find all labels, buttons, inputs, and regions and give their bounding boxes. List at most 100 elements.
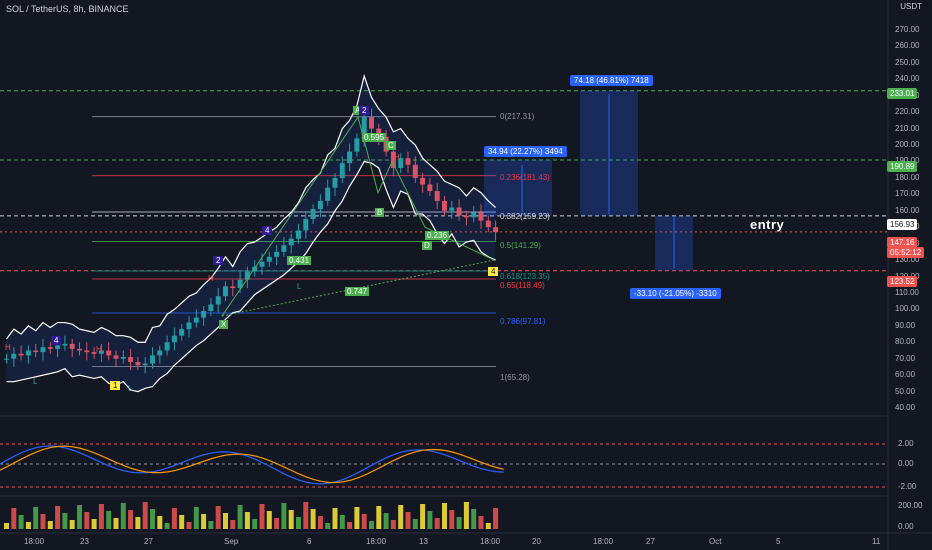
- time-tick-label: 27: [646, 537, 655, 546]
- candle-body: [493, 227, 499, 233]
- entry-annotation: entry: [750, 217, 785, 232]
- candle-body: [113, 355, 119, 359]
- volume-bar: [62, 513, 68, 529]
- volume-bar: [157, 516, 163, 529]
- candle-body: [77, 348, 82, 351]
- volume-bar: [237, 505, 243, 529]
- candle-body: [412, 164, 418, 178]
- candle-body: [266, 256, 272, 262]
- volume-bar: [296, 517, 301, 529]
- volume-bar: [113, 518, 119, 529]
- volume-bar: [55, 506, 61, 529]
- volume-bar: [128, 510, 134, 529]
- volume-bar: [288, 510, 294, 529]
- candle-body: [62, 343, 68, 346]
- volume-bar: [223, 513, 228, 529]
- volume-bar: [84, 512, 90, 529]
- candle-body: [47, 347, 53, 349]
- candle-body: [427, 184, 433, 192]
- volume-bar: [77, 505, 82, 529]
- price-tick-label: 40.00: [895, 403, 916, 412]
- time-tick-label: 18:00: [480, 537, 501, 546]
- fib-level-0618: 0.618(123.35): [500, 272, 550, 281]
- fib-level-0382: 0.382(159.23): [500, 212, 550, 221]
- candle-body: [471, 212, 477, 218]
- wave-2a-marker: 2: [213, 256, 224, 265]
- price-tick-label: 60.00: [895, 370, 916, 380]
- price-tick-label: 250.00: [895, 57, 920, 67]
- candle-body: [4, 358, 9, 360]
- swing-high-2: H: [96, 345, 102, 354]
- fib-level-065: 0.65(118.49): [500, 281, 545, 290]
- volume-bar: [310, 509, 316, 529]
- volume-bar: [442, 503, 447, 529]
- volume-bar: [47, 521, 53, 529]
- time-tick-label: 18:00: [24, 537, 45, 546]
- volume-bar: [427, 511, 433, 529]
- candle-body: [223, 286, 228, 297]
- price-tick-label: 240.00: [895, 74, 920, 84]
- volume-bar: [354, 507, 360, 529]
- long-small-label: 34.94 (22.27%) 3494: [484, 146, 567, 157]
- stop-badge: 123.52: [887, 276, 918, 287]
- volume-bar: [376, 506, 382, 529]
- candle-body: [135, 361, 141, 366]
- candle-body: [193, 317, 199, 323]
- volume-bar: [347, 522, 353, 529]
- volume-bar: [179, 515, 185, 529]
- candle-body: [201, 311, 207, 318]
- volume-bar: [259, 504, 265, 529]
- swing-high-4: H: [394, 153, 400, 162]
- point-x-label: X: [219, 320, 229, 329]
- volume-bar: [244, 512, 250, 529]
- candle-body: [150, 355, 155, 364]
- price-tick-label: 170.00: [895, 189, 920, 199]
- volume-bar: [266, 511, 272, 529]
- price-tick-label: 70.00: [895, 353, 916, 363]
- volume-bar: [325, 523, 331, 529]
- candle-body: [237, 279, 243, 289]
- volume-tick-label: 200.00: [898, 501, 923, 510]
- target-high-badge: 233.01: [887, 88, 918, 99]
- volume-bar: [215, 506, 221, 529]
- volume-bar: [33, 507, 39, 529]
- price-tick-label: 100.00: [895, 304, 920, 314]
- wave-4c-marker: 4: [488, 267, 499, 276]
- volume-bar: [201, 514, 207, 529]
- time-tick-label: 11: [872, 537, 881, 546]
- candle-body: [69, 343, 75, 349]
- wave-4a-marker: 4: [51, 336, 62, 345]
- candle-body: [252, 266, 258, 272]
- volume-bar: [252, 519, 258, 529]
- price-tick-label: 200.00: [895, 140, 920, 150]
- swing-low-1: L: [33, 377, 38, 386]
- candle-body: [485, 220, 491, 228]
- swing-low-2: L: [128, 384, 133, 393]
- osc-line-slow: [0, 445, 504, 484]
- volume-bar: [171, 508, 177, 529]
- band-lower: [6, 160, 496, 393]
- short-label: -33.10 (-21.05%) -3310: [630, 288, 721, 299]
- candle-body: [434, 191, 440, 201]
- volume-bar: [164, 523, 170, 529]
- volume-bar: [478, 516, 484, 529]
- candle-body: [164, 342, 170, 351]
- wave-4b-marker: 4: [262, 226, 273, 235]
- wave-2b-marker: 2: [359, 106, 370, 115]
- fib-level-0236: 0.236(181.43): [500, 173, 550, 182]
- candle-body: [40, 347, 46, 353]
- volume-bar: [40, 514, 46, 529]
- fib-level-05: 0.5(141.29): [500, 241, 541, 250]
- time-tick-label: 20: [532, 537, 541, 546]
- candle-body: [296, 230, 301, 239]
- fib-level-0: 0(217.31): [500, 112, 535, 121]
- candle-body: [339, 163, 345, 178]
- volume-bar: [434, 518, 440, 529]
- candle-body: [478, 212, 484, 221]
- candle-body: [354, 138, 360, 152]
- candle-body: [215, 296, 221, 305]
- volume-bar: [135, 517, 141, 529]
- candle-body: [186, 322, 192, 330]
